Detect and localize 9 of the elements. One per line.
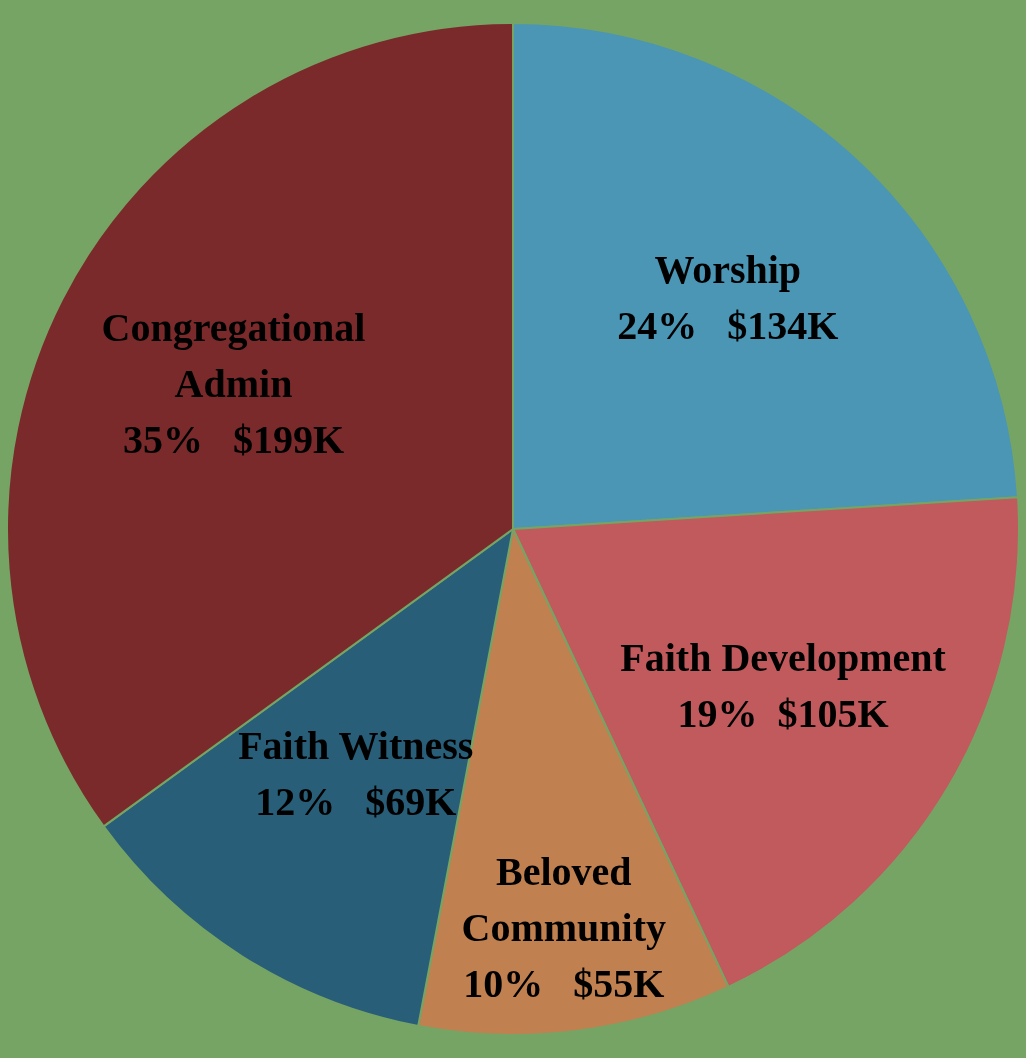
data-label: 12% $69K	[255, 779, 457, 825]
slice-label: Faith Development	[620, 635, 947, 681]
slice-label: Congregational Admin	[101, 304, 366, 406]
slice-label: Worship	[654, 246, 802, 292]
data-label: 35% $199K	[122, 416, 345, 462]
data-label: 24% $134K	[617, 302, 839, 348]
data-label: 19% $105K	[677, 691, 889, 737]
data-label: 10% $55K	[463, 960, 665, 1006]
slice-label: Beloved Community	[461, 848, 666, 950]
